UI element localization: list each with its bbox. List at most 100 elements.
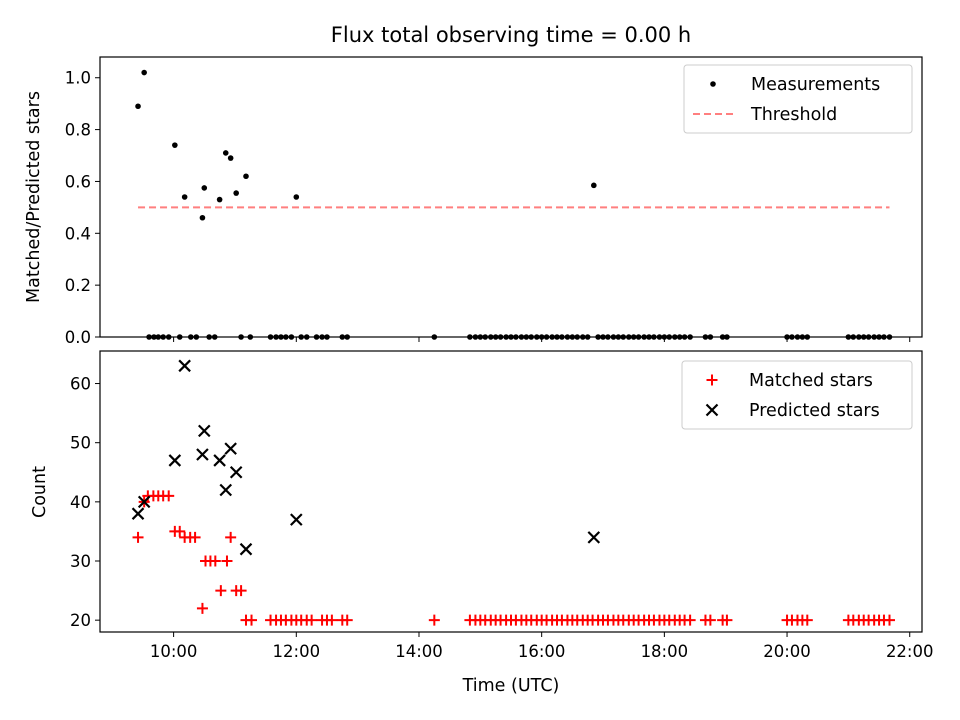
- measurement-point: [630, 334, 637, 340]
- measurement-point: [610, 334, 617, 340]
- measurement-point: [199, 214, 206, 221]
- x-tick-label: 18:00: [641, 642, 689, 661]
- measurement-point: [651, 334, 657, 340]
- measurement-point: [661, 334, 668, 340]
- x-tick-label: 20:00: [763, 642, 811, 661]
- measurement-point: [865, 334, 872, 340]
- measurement-point: [233, 190, 239, 196]
- measurement-point: [141, 69, 147, 76]
- legend-matched-marker: [706, 374, 718, 386]
- measurement-point: [206, 334, 212, 340]
- measurement-point: [472, 334, 479, 340]
- measurement-point: [313, 334, 320, 340]
- predicted-star-point: [137, 495, 151, 509]
- legend-predicted-marker: [705, 403, 719, 417]
- matched-star-point: [163, 490, 175, 502]
- chart-title: Flux total observing time = 0.00 h: [331, 23, 691, 47]
- predicted-star-point: [239, 542, 253, 556]
- top-panel: 0.0 0.2 0.4 0.6 0.8 1.0 Measurements Threshold: [65, 56, 923, 347]
- bottom-y-tick-label: 40: [70, 493, 91, 512]
- measurement-point: [160, 334, 166, 340]
- predicted-star-point: [131, 507, 145, 520]
- predicted-star-point: [219, 483, 233, 497]
- measurement-point: [707, 334, 714, 340]
- measurement-point: [431, 334, 438, 340]
- measurement-point: [243, 173, 249, 180]
- measurement-point: [227, 155, 234, 161]
- matched-star-point: [883, 614, 895, 626]
- measurement-point: [344, 334, 351, 340]
- measurement-point: [886, 334, 893, 340]
- measurement-point: [267, 334, 274, 340]
- measurement-point: [646, 334, 652, 340]
- top-y-tick-label: 0.8: [65, 121, 91, 140]
- predicted-star-point: [198, 424, 211, 438]
- matched-star-point: [721, 614, 733, 626]
- measurement-point: [339, 334, 346, 340]
- top-y-tick-label: 1.0: [65, 69, 91, 88]
- matched-star-point: [684, 614, 696, 626]
- measurement-point: [799, 334, 806, 340]
- predicted-star-point: [229, 465, 243, 479]
- measurement-point: [702, 334, 709, 340]
- measurement-point: [193, 334, 200, 340]
- measurement-point: [559, 334, 565, 340]
- measurement-point: [216, 196, 223, 203]
- top-y-tick-label: 0.2: [65, 276, 91, 295]
- measurement-point: [881, 334, 887, 340]
- matched-star-point: [801, 614, 813, 626]
- measurement-point: [719, 334, 726, 340]
- predicted-star-point: [290, 513, 303, 526]
- measurement-point: [554, 334, 560, 340]
- measurement-point: [324, 334, 330, 340]
- x-tick-label: 10:00: [150, 642, 198, 661]
- measurement-point: [518, 334, 525, 340]
- measurement-point: [273, 334, 279, 340]
- legend-threshold-label: Threshold: [750, 105, 837, 125]
- measurement-point: [172, 142, 178, 148]
- measurement-point: [151, 334, 157, 340]
- matched-star-point: [246, 614, 258, 626]
- top-y-tick-label: 0.0: [65, 328, 91, 347]
- legend-measurements-marker: [710, 81, 716, 87]
- measurement-point: [605, 334, 611, 340]
- measurement-point: [850, 334, 857, 340]
- measurement-point: [549, 334, 555, 340]
- measurement-point: [201, 185, 208, 191]
- measurement-point: [222, 150, 229, 156]
- measurement-point: [319, 334, 325, 340]
- measurement-point: [477, 334, 484, 340]
- measurement-point: [620, 334, 627, 340]
- measurement-point: [724, 334, 730, 340]
- measurement-point: [467, 334, 473, 340]
- measurement-point: [641, 334, 647, 340]
- matched-star-point: [215, 585, 227, 597]
- x-tick-label: 14:00: [395, 642, 443, 661]
- measurement-point: [283, 334, 289, 340]
- top-y-axis-label: Matched/Predicted stars: [24, 91, 44, 303]
- top-legend-box: [683, 64, 913, 134]
- measurement-point: [543, 334, 550, 340]
- measurement-point: [146, 334, 152, 340]
- bottom-legend-box: [681, 360, 913, 430]
- measurement-point: [135, 103, 141, 110]
- matched-star-point: [221, 555, 233, 567]
- measurement-point: [871, 334, 877, 340]
- matched-star-point: [704, 614, 716, 626]
- legend-matched-label: Matched stars: [749, 371, 873, 391]
- measurement-point: [482, 334, 489, 340]
- matched-star-point: [174, 525, 186, 537]
- measurement-point: [538, 334, 545, 340]
- matched-star-point: [341, 614, 353, 626]
- predicted-star-point: [178, 359, 191, 373]
- measurement-point: [584, 334, 591, 340]
- measurement-point: [155, 334, 162, 340]
- bottom-y-axis-label: Count: [30, 466, 50, 518]
- predicted-star-point: [168, 454, 182, 467]
- matched-star-point: [326, 614, 338, 626]
- bottom-axes-frame: [99, 350, 923, 633]
- measurement-point: [789, 334, 795, 340]
- measurement-point: [579, 334, 586, 340]
- measurement-point: [278, 334, 284, 340]
